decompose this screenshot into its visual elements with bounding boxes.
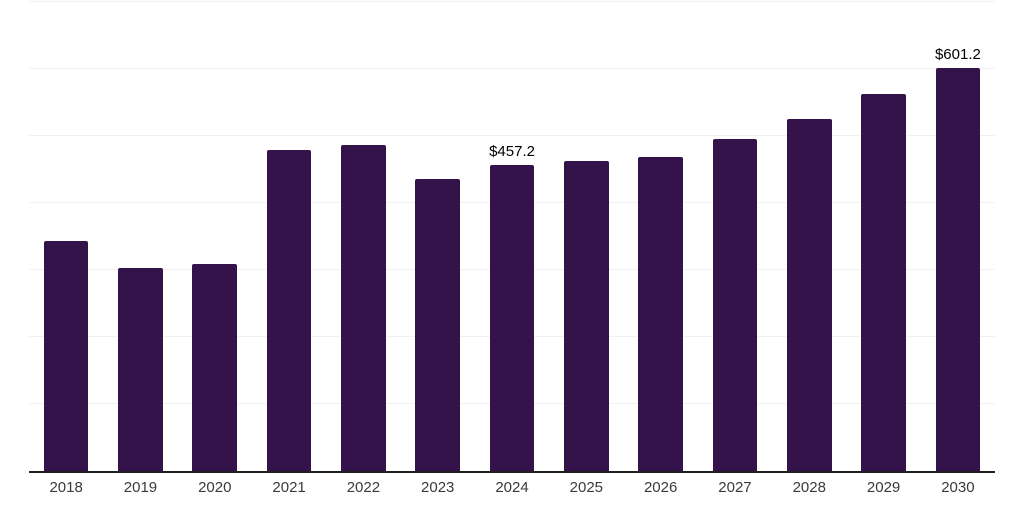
x-axis: 2018 2019 2020 2021 2022 2023 2024 2025 2026 2027…: [29, 479, 995, 497]
gridline-600: [29, 68, 995, 69]
bar-cell-2030: $601.2: [921, 2, 995, 471]
plot-area: $457.2 $601.2: [29, 1, 995, 473]
bar-2025: [564, 161, 609, 471]
x-tick-label-2024: 2024: [495, 479, 529, 496]
bar-2029: [861, 94, 906, 471]
x-tick-label-2030: 2030: [941, 479, 975, 496]
bar-cell-2020: [178, 2, 252, 471]
x-tick-label-2022: 2022: [346, 479, 381, 496]
x-tick-label-2019: 2019: [123, 479, 158, 496]
bar-2019: [118, 268, 163, 471]
bar-value-label-2024: $457.2: [489, 142, 535, 160]
x-tick-label-2023: 2023: [421, 479, 455, 496]
bar-cell-2027: [698, 2, 772, 471]
bar-cell-2021: [252, 2, 326, 471]
bar-cell-2022: [326, 2, 400, 471]
bar-2021: [266, 150, 312, 471]
x-tick-label-2020: 2020: [198, 479, 232, 496]
x-tick-label-2018: 2018: [49, 479, 83, 496]
x-tick-label-2026: 2026: [643, 479, 678, 496]
bar-cell-2023: [401, 2, 475, 471]
x-tick-label-2029: 2029: [866, 479, 901, 496]
x-tick-label-2028: 2028: [792, 479, 826, 496]
bar-2026: [638, 156, 683, 471]
bar-2023: [415, 178, 460, 471]
bar-cell-2028: [772, 2, 846, 471]
bar-2020: [192, 263, 238, 471]
bar-cell-2018: [29, 2, 103, 471]
bar-cell-2024: $457.2: [475, 2, 549, 471]
x-tick-label-2021: 2021: [272, 479, 306, 496]
bar-cell-2029: [846, 2, 920, 471]
x-tick-label-2027: 2027: [718, 479, 752, 496]
bar-2028: [786, 119, 832, 471]
bar-cell-2025: [549, 2, 623, 471]
bar-2027: [712, 138, 758, 471]
bar-2024: [489, 164, 535, 471]
gridline-500: [29, 135, 995, 136]
bar-2022: [341, 145, 386, 471]
bar-value-label-2030: $601.2: [934, 46, 981, 64]
bar-2018: [43, 241, 89, 471]
bars-row: $457.2 $601.2: [29, 2, 995, 471]
bar-2030: [935, 68, 981, 471]
bar-cell-2019: [103, 2, 177, 471]
bar-cell-2026: [624, 2, 698, 471]
x-tick-label-2025: 2025: [569, 479, 604, 496]
gridline-700: [29, 1, 995, 2]
x-axis-line: [29, 471, 995, 473]
